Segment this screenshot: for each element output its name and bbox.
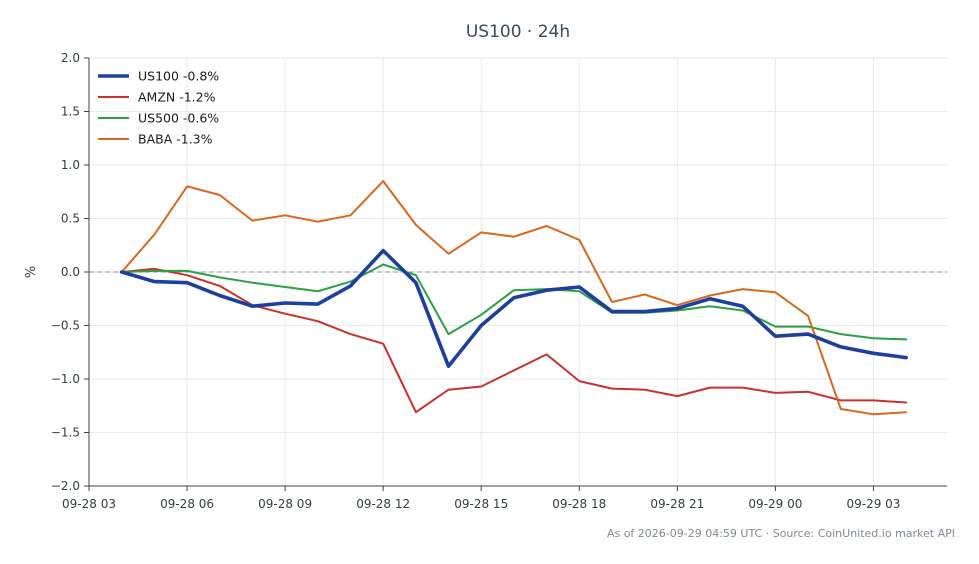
y-tick-label: −2.0	[51, 479, 80, 493]
x-tick-label: 09-28 12	[356, 497, 410, 511]
x-tick-label: 09-29 03	[846, 497, 900, 511]
legend-label: US500 -0.6%	[138, 111, 219, 126]
x-tick-label: 09-28 18	[552, 497, 606, 511]
x-tick-label: 09-28 21	[650, 497, 704, 511]
y-tick-label: 0.5	[61, 212, 80, 226]
y-axis-label: %	[24, 266, 39, 278]
legend-item: US500 -0.6%	[98, 111, 219, 126]
series-line-us500	[120, 263, 908, 341]
y-tick-label: 1.0	[61, 158, 80, 172]
x-tick-label: 09-28 06	[160, 497, 214, 511]
source-footnote: As of 2026-09-29 04:59 UTC · Source: Coi…	[607, 527, 955, 540]
legend: US100 -0.8% AMZN -1.2% US500 -0.6% BABA -1.…	[98, 69, 219, 147]
x-tick-label: 09-28 09	[258, 497, 312, 511]
series-group	[119, 180, 908, 416]
x-tick-label: 09-29 00	[748, 497, 802, 511]
legend-label: BABA -1.3%	[138, 132, 213, 147]
chart-title: US100 · 24h	[466, 22, 570, 42]
series-line-baba	[120, 180, 908, 416]
y-tick-label: 2.0	[61, 51, 80, 65]
legend-item: AMZN -1.2%	[98, 90, 216, 105]
legend-item: BABA -1.3%	[98, 132, 213, 147]
x-tick-label: 09-28 15	[454, 497, 508, 511]
legend-label: US100 -0.8%	[138, 69, 219, 84]
y-tick-label: −1.5	[51, 426, 80, 440]
y-tick-label: 1.5	[61, 105, 80, 119]
series-line-us100	[119, 248, 908, 369]
legend-label: AMZN -1.2%	[138, 90, 216, 105]
x-tick-label: 09-28 03	[62, 497, 116, 511]
y-axis-ticks: −2.0 −1.5 −1.0 −0.5 0.0 0.5 1.0 1.5 2.0	[51, 51, 89, 493]
y-tick-label: −0.5	[51, 319, 80, 333]
y-tick-label: 0.0	[61, 265, 80, 279]
legend-item: US100 -0.8%	[98, 69, 219, 84]
y-tick-label: −1.0	[51, 372, 80, 386]
x-axis-ticks: 09-28 03 09-28 06 09-28 09 09-28 12 09-28 15…	[62, 486, 900, 511]
